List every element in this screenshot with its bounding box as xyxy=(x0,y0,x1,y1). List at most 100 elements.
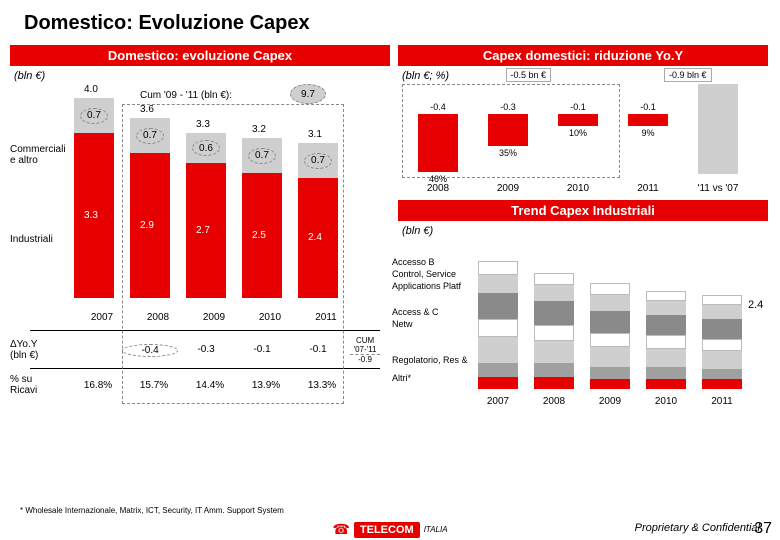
right-panel: Capex domestici: riduzione Yo.Y (bln €; … xyxy=(398,45,768,407)
right-top-panel: Capex domestici: riduzione Yo.Y (bln €; … xyxy=(398,45,768,194)
rb-seg-0-1 xyxy=(478,363,518,377)
rb-seg-1-5 xyxy=(534,285,574,301)
ind-val-0: 3.3 xyxy=(84,210,98,221)
logo: ☎ TELECOM ITALIA xyxy=(332,521,447,538)
rb-year-2: 2009 xyxy=(585,396,635,407)
proprietary-label: Proprietary & Confidential xyxy=(635,522,760,534)
yoy-cum-value: -0.9 xyxy=(350,355,380,364)
rb-year-0: 2007 xyxy=(473,396,523,407)
rb-legend-6: Altri* xyxy=(392,373,411,383)
rb-bar-0 xyxy=(478,261,518,389)
rb-seg-3-1 xyxy=(646,367,686,379)
rt-unit: (bln €; %) xyxy=(398,66,449,84)
rb-legend-3: Access & C xyxy=(392,307,439,317)
right-bottom-panel: Trend Capex Industriali (bln €) 2007 2008… xyxy=(398,200,768,407)
rb-legend-4: Netw xyxy=(392,319,413,329)
rb-seg-3-5 xyxy=(646,301,686,315)
comm-val-0: 0.7 xyxy=(80,108,108,124)
rt-val-2: -0.1 xyxy=(553,102,603,112)
rt-val-3: -0.1 xyxy=(623,102,673,112)
rt-pct-2: 10% xyxy=(553,128,603,138)
footnote: * Wholesale Internazionale, Matrix, ICT,… xyxy=(0,504,780,517)
left-dashed-box xyxy=(122,104,344,404)
rt-tag-0: -0.5 bn € xyxy=(506,68,552,82)
main-content: Domestico: evoluzione Capex (bln €) Cum … xyxy=(0,45,780,407)
left-panel: Domestico: evoluzione Capex (bln €) Cum … xyxy=(10,45,390,407)
rt-unit-row: (bln €; %) -0.5 bn € -0.9 bln € xyxy=(398,66,768,84)
rb-unit: (bln €) xyxy=(398,221,768,239)
rt-bar-0 xyxy=(418,114,458,172)
rt-bar-1 xyxy=(488,114,528,146)
rb-seg-4-1 xyxy=(702,369,742,379)
pct-0: 16.8% xyxy=(70,380,126,391)
rt-pct-3: 9% xyxy=(623,128,673,138)
yoy-label: ΔYo.Y (bln €) xyxy=(10,339,66,361)
rb-seg-4-5 xyxy=(702,305,742,319)
footer: * Wholesale Internazionale, Matrix, ICT,… xyxy=(0,504,780,540)
rb-legend-1: Control, Service xyxy=(392,269,456,279)
rb-seg-2-3 xyxy=(590,333,630,347)
rt-pct-1: 35% xyxy=(483,148,533,158)
rb-legend-2: Applications Platf xyxy=(392,281,461,291)
right-top-header: Capex domestici: riduzione Yo.Y xyxy=(398,45,768,66)
left-header: Domestico: evoluzione Capex xyxy=(10,45,390,66)
rt-tags: -0.5 bn € -0.9 bln € xyxy=(449,68,768,82)
rb-legend-0: Accesso B xyxy=(392,257,435,267)
rb-seg-4-3 xyxy=(702,339,742,351)
rt-bar-3 xyxy=(628,114,668,126)
rt-bar-4 xyxy=(698,84,738,174)
logo-sub: ITALIA xyxy=(424,525,448,534)
rb-seg-1-6 xyxy=(534,273,574,285)
page-number: 37 xyxy=(754,520,772,538)
rb-seg-1-1 xyxy=(534,363,574,377)
left-unit: (bln €) xyxy=(10,66,390,84)
rt-year-0: 2008 xyxy=(413,183,463,194)
rb-year-3: 2010 xyxy=(641,396,691,407)
rb-bar-2 xyxy=(590,283,630,389)
rt-year-3: 2011 xyxy=(623,183,673,194)
rt-waterfall-chart: 46%-0.4200835%-0.3200910%-0.120109%-0.12… xyxy=(398,84,768,194)
rb-year-1: 2008 xyxy=(529,396,579,407)
rb-seg-1-3 xyxy=(534,325,574,341)
right-bottom-header: Trend Capex Industriali xyxy=(398,200,768,221)
yoy-0 xyxy=(66,344,122,357)
rb-seg-2-4 xyxy=(590,311,630,333)
yoy-cum-label: CUM '07-'11 xyxy=(350,336,380,355)
rb-seg-0-0 xyxy=(478,377,518,389)
comm-label: Commerciali e altro xyxy=(10,144,70,166)
total-val-0: 4.0 xyxy=(84,84,98,95)
phone-icon: ☎ xyxy=(332,521,349,538)
rt-year-2: 2010 xyxy=(553,183,603,194)
rb-seg-2-1 xyxy=(590,367,630,379)
rb-year-4: 2011 xyxy=(697,396,747,407)
rb-seg-4-6 xyxy=(702,295,742,305)
rb-bar-1 xyxy=(534,273,574,389)
left-chart-wrap: Cum '09 - '11 (bln €): 9.7 Commerciali e… xyxy=(10,84,390,404)
rb-seg-4-4 xyxy=(702,319,742,339)
rb-seg-3-4 xyxy=(646,315,686,335)
rt-tag-1: -0.9 bln € xyxy=(664,68,712,82)
rb-seg-2-5 xyxy=(590,295,630,311)
rb-seg-2-6 xyxy=(590,283,630,295)
rb-seg-3-6 xyxy=(646,291,686,301)
rb-seg-2-2 xyxy=(590,347,630,367)
rb-seg-2-0 xyxy=(590,379,630,389)
rb-seg-0-3 xyxy=(478,319,518,337)
ind-label: Industriali xyxy=(10,234,70,245)
rb-seg-4-0 xyxy=(702,379,742,389)
rb-seg-1-0 xyxy=(534,377,574,389)
rb-seg-4-2 xyxy=(702,351,742,369)
rb-legend-5: Regolatorio, Res & xyxy=(392,355,468,365)
rb-seg-1-2 xyxy=(534,341,574,363)
rb-seg-3-0 xyxy=(646,379,686,389)
rb-seg-3-3 xyxy=(646,335,686,349)
pct-label: % su Ricavi xyxy=(10,374,70,396)
rb-seg-0-6 xyxy=(478,261,518,275)
rb-2011-value: 2.4 xyxy=(748,299,763,311)
rb-seg-0-5 xyxy=(478,275,518,293)
rt-year-1: 2009 xyxy=(483,183,533,194)
rt-val-1: -0.3 xyxy=(483,102,533,112)
rb-seg-0-4 xyxy=(478,293,518,319)
rb-seg-1-4 xyxy=(534,301,574,325)
rb-bar-4 xyxy=(702,295,742,389)
